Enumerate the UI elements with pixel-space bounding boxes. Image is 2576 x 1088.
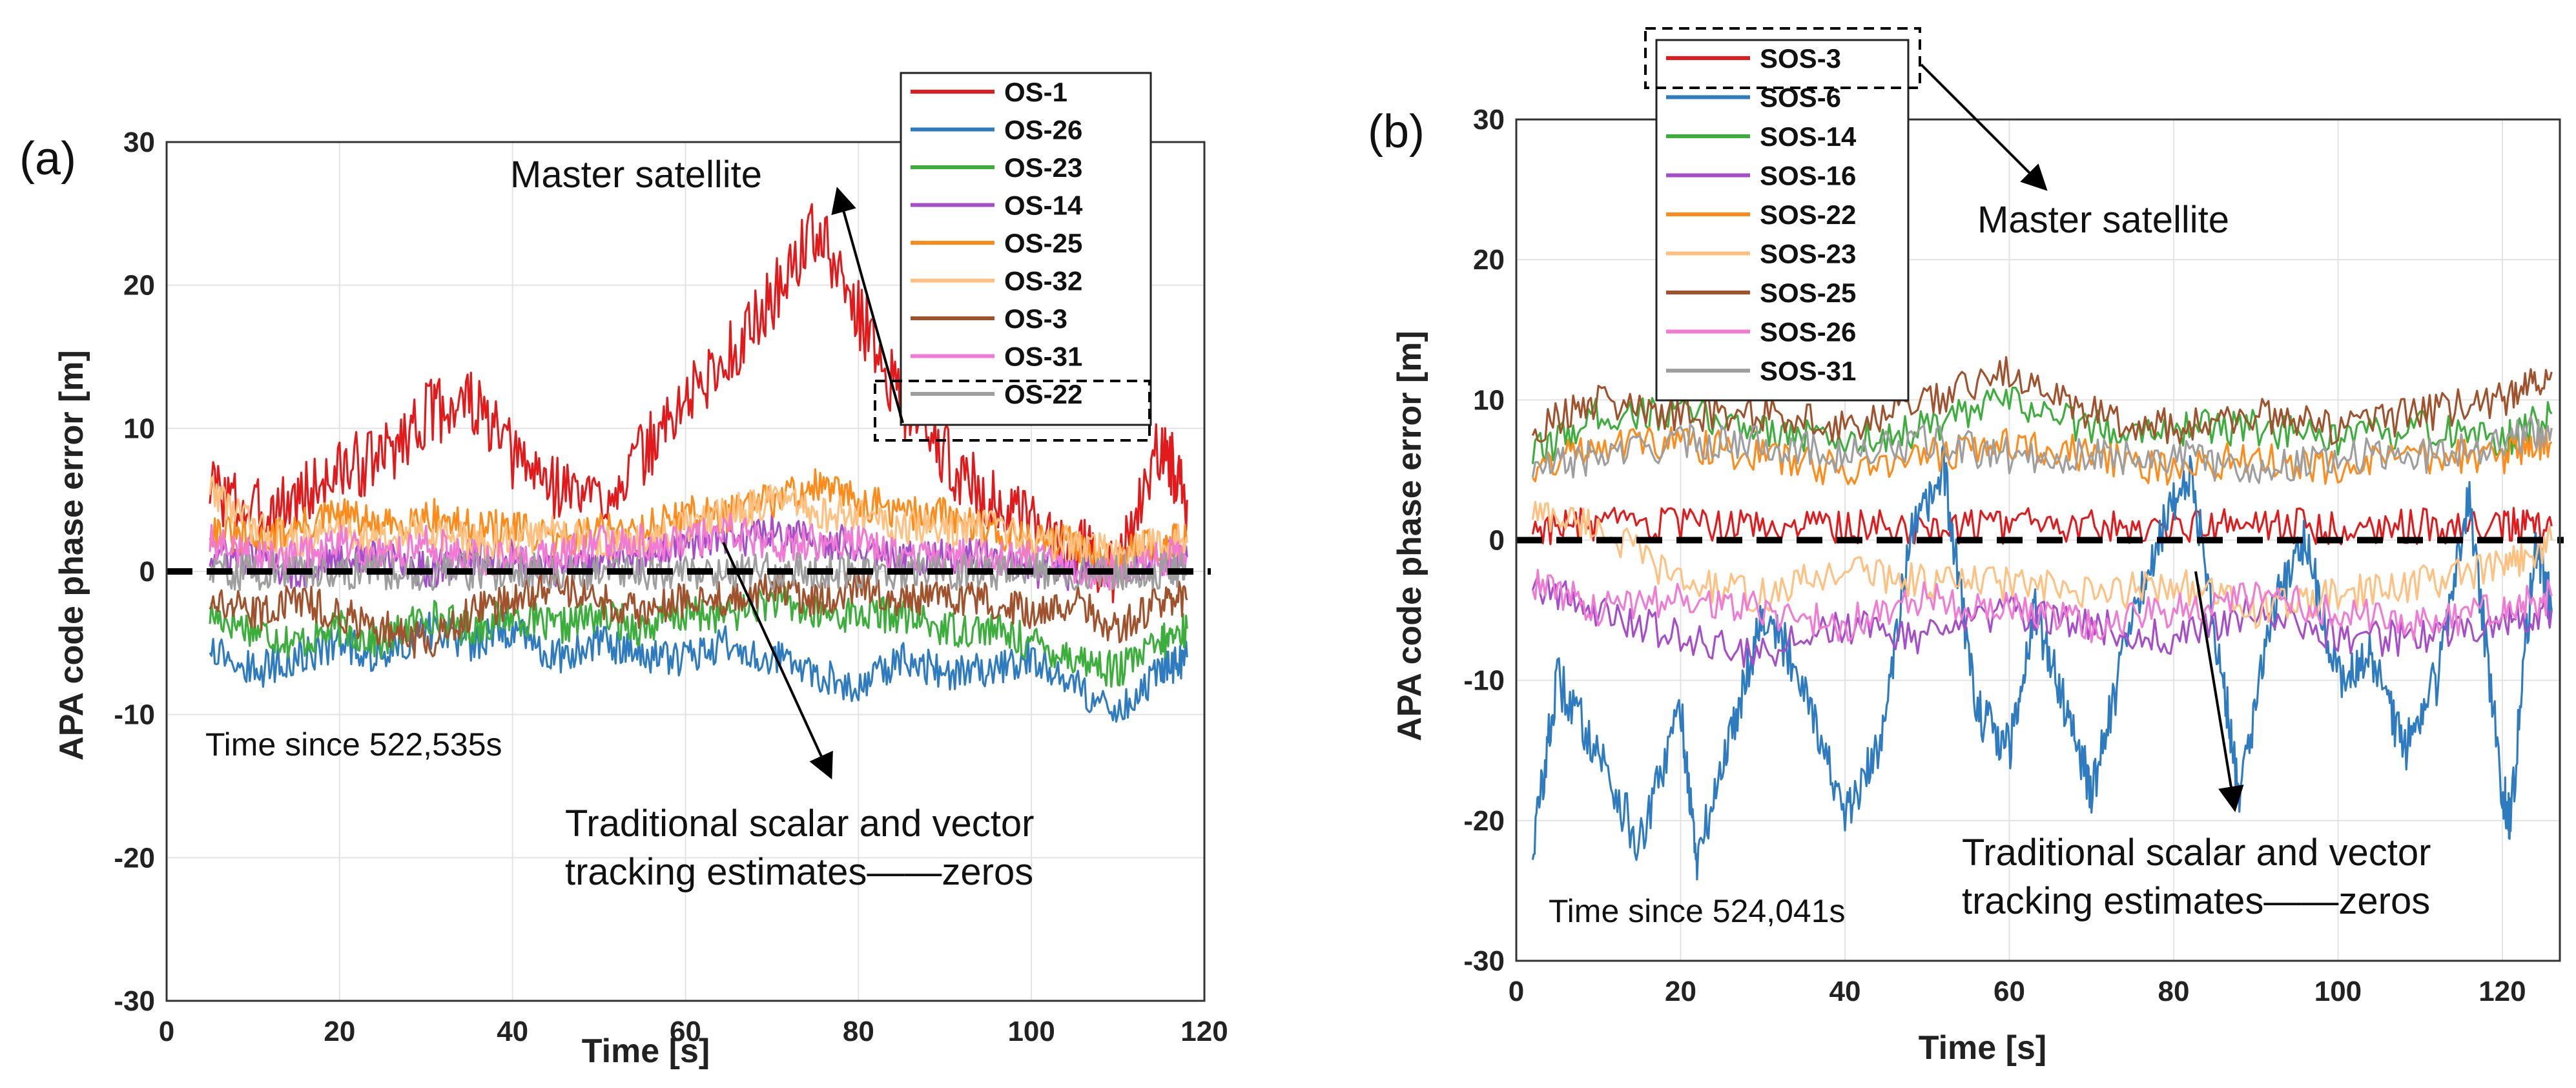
panel-a-axes-frame bbox=[165, 141, 1206, 1002]
panel-b-master-highlight-box bbox=[1644, 27, 1921, 89]
panel-b-ytick-label: 30 bbox=[1473, 104, 1505, 136]
panel-b-series bbox=[1531, 356, 2553, 881]
legend-label-os-31: OS-31 bbox=[1004, 342, 1082, 372]
panel-b-legend-box bbox=[1655, 39, 1910, 402]
legend-label-os-32: OS-32 bbox=[1004, 266, 1082, 296]
panel-a-trad-line1: Traditional scalar and vector bbox=[565, 803, 1034, 845]
panel-a-legend: OS-1 OS-26 OS-23 OS-14 OS-25 OS-32 OS-3 OS-31 OS… bbox=[900, 72, 1152, 426]
panel-a-xtick-label: 60 bbox=[670, 1016, 701, 1047]
legend-label-sos-22: SOS-22 bbox=[1760, 200, 1856, 230]
panel-b-master-label: Master satellite bbox=[1977, 199, 2229, 241]
panel-a-master-arrow bbox=[831, 187, 904, 424]
panel-b-ytick-label: 0 bbox=[1489, 525, 1505, 557]
series-line-sos-26 bbox=[1531, 569, 2553, 644]
legend-label-sos-25: SOS-25 bbox=[1760, 278, 1856, 308]
panel-a-xtick-label: 0 bbox=[159, 1016, 174, 1047]
panel-b-ytick-label: 20 bbox=[1473, 244, 1505, 276]
panel-a-master-highlight-box bbox=[874, 380, 1151, 442]
legend-label-sos-26: SOS-26 bbox=[1760, 317, 1856, 347]
panel-b-xtick-label: 120 bbox=[2478, 976, 2526, 1007]
panel-b-ytick-label: -30 bbox=[1463, 945, 1505, 977]
panel-a-ytick-label: -20 bbox=[114, 842, 155, 874]
series-line-os-23 bbox=[209, 583, 1188, 688]
panel-b-trad-arrow bbox=[2194, 571, 2244, 812]
panel-a-xtick-label: 80 bbox=[843, 1016, 874, 1047]
series-line-sos-31 bbox=[1531, 415, 2553, 484]
panel-b-xtick-label: 80 bbox=[2158, 976, 2189, 1007]
series-line-os-22 bbox=[209, 551, 1188, 591]
panel-a-trad-line2: tracking estimates——zeros bbox=[565, 851, 1033, 893]
panel-a-xtick-label: 100 bbox=[1007, 1016, 1055, 1047]
legend-label-os-25: OS-25 bbox=[1004, 228, 1082, 258]
panel-a-trad-arrow bbox=[722, 542, 833, 780]
panel-b-axes-frame bbox=[1515, 118, 2561, 962]
panel-a-ytick-label: 0 bbox=[139, 556, 155, 588]
panel-b-xtick-label: 100 bbox=[2314, 976, 2362, 1007]
panel-b-ytick-label: -10 bbox=[1463, 665, 1505, 697]
panel-a: (a) APA code phase error [m] Time [s] 0 2… bbox=[19, 72, 1228, 1070]
panel-a-ytick-label: 30 bbox=[123, 127, 155, 158]
panel-a-ytick-label: 20 bbox=[123, 270, 155, 302]
series-line-os-1 bbox=[209, 203, 1188, 604]
panel-a-label: (a) bbox=[19, 133, 76, 185]
panel-a-ytick-label: 10 bbox=[123, 413, 155, 444]
panel-b-xtick-label: 0 bbox=[1509, 976, 1524, 1007]
legend-label-os-26: OS-26 bbox=[1004, 115, 1082, 145]
panel-b-ytick-label: -20 bbox=[1463, 805, 1505, 837]
panel-b-master-arrow bbox=[1920, 63, 2048, 191]
panel-b-label: (b) bbox=[1368, 106, 1425, 158]
legend-label-os-23: OS-23 bbox=[1004, 152, 1082, 183]
legend-label-sos-31: SOS-31 bbox=[1760, 356, 1856, 386]
legend-label-sos-16: SOS-16 bbox=[1760, 161, 1856, 191]
series-line-sos-25 bbox=[1531, 356, 2553, 446]
panel-a-time-since: Time since 522,535s bbox=[205, 726, 502, 763]
panel-b-trad-line1: Traditional scalar and vector bbox=[1962, 832, 2431, 874]
legend-label-os-22: OS-22 bbox=[1004, 379, 1082, 409]
series-line-sos-16 bbox=[1531, 575, 2553, 668]
panel-a-xtick-label: 20 bbox=[324, 1016, 355, 1047]
panel-a-ytick-label: -10 bbox=[114, 699, 155, 731]
panel-b-time-since: Time since 524,041s bbox=[1549, 893, 1846, 929]
legend-label-os-14: OS-14 bbox=[1004, 190, 1083, 221]
panel-a-xlabel: Time [s] bbox=[582, 1032, 710, 1070]
panel-a-xtick-label: 120 bbox=[1180, 1016, 1228, 1047]
panel-b-xtick-label: 60 bbox=[1994, 976, 2025, 1007]
panel-a-series bbox=[209, 203, 1188, 723]
legend-label-os-1: OS-1 bbox=[1004, 77, 1067, 107]
panel-a-master-label: Master satellite bbox=[510, 154, 762, 196]
panel-b-legend: SOS-3SOS-6SOS-14SOS-16SOS-22SOS-23SOS-25… bbox=[1655, 39, 1910, 402]
series-line-sos-23 bbox=[1531, 500, 2553, 630]
series-line-os-3 bbox=[209, 568, 1188, 659]
panel-b-ytick-label: 10 bbox=[1473, 384, 1505, 416]
panel-a-legend-box bbox=[900, 72, 1152, 426]
panel-b-xtick-label: 40 bbox=[1829, 976, 1860, 1007]
panel-b-ylabel: APA code phase error [m] bbox=[1391, 331, 1428, 741]
panel-a-ylabel: APA code phase error [m] bbox=[53, 350, 90, 761]
series-line-os-26 bbox=[209, 611, 1188, 723]
series-line-sos-6 bbox=[1531, 444, 2553, 881]
legend-label-os-3: OS-3 bbox=[1004, 303, 1067, 334]
panel-b-trad-line2: tracking estimates——zeros bbox=[1962, 880, 2430, 922]
legend-label-sos-23: SOS-23 bbox=[1760, 239, 1856, 269]
panel-b-xlabel: Time [s] bbox=[1919, 1029, 2046, 1067]
legend-label-sos-3: SOS-3 bbox=[1760, 43, 1841, 74]
panel-a-ytick-label: -30 bbox=[114, 985, 155, 1017]
panel-b-xtick-label: 20 bbox=[1665, 976, 1696, 1007]
panel-a-xtick-label: 40 bbox=[497, 1016, 528, 1047]
legend-label-sos-14: SOS-14 bbox=[1760, 121, 1857, 152]
panel-b: (b) APA code phase error [m] Time [s] 0 2… bbox=[1368, 27, 2564, 1067]
